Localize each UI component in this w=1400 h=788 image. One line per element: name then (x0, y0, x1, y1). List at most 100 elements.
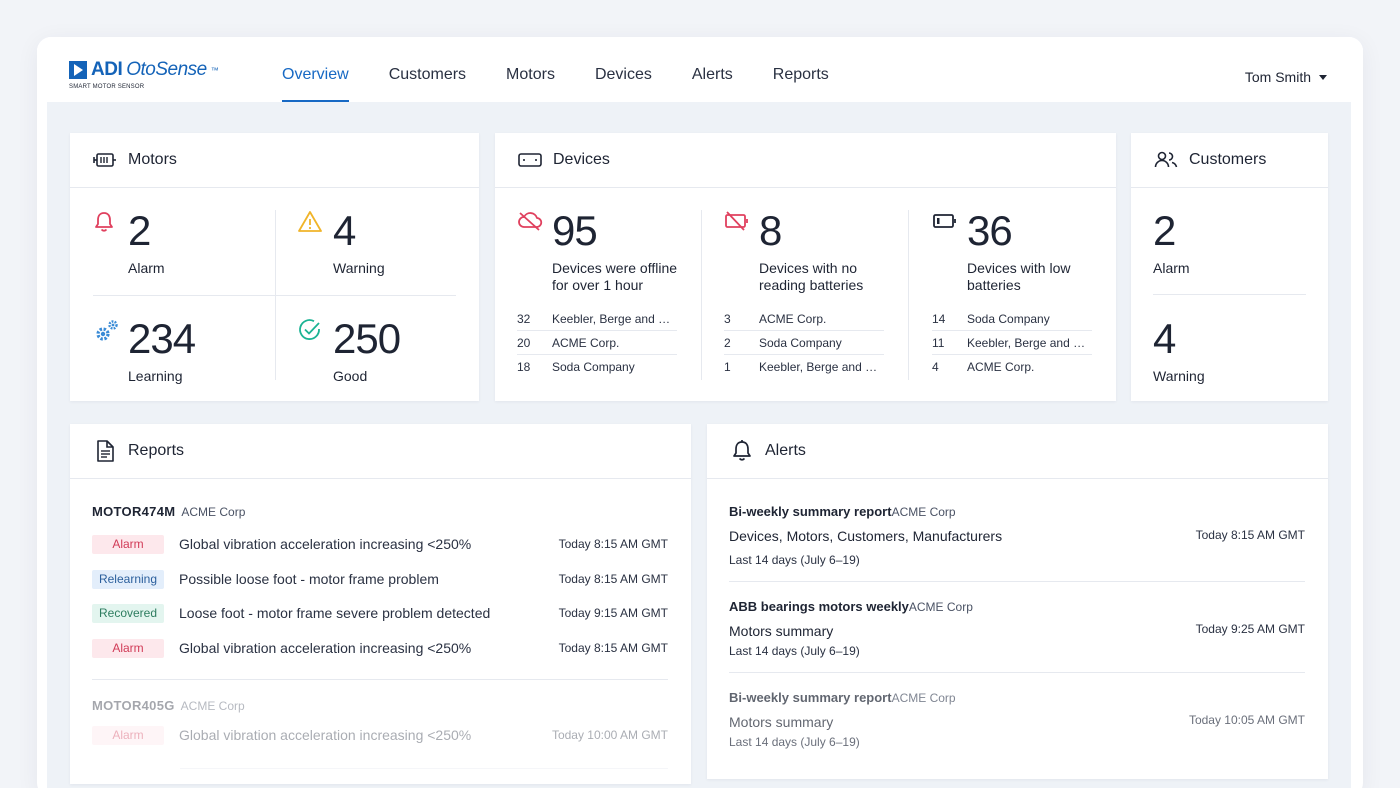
alert-title: Bi-weekly summary report (729, 504, 892, 519)
nav-overview[interactable]: Overview (282, 37, 349, 102)
nav-alerts[interactable]: Alerts (691, 66, 733, 83)
motors-card-title: Motors (128, 151, 177, 168)
alert-title: ABB bearings motors weekly (729, 599, 909, 614)
alert-range: Last 14 days (July 6–19) (729, 553, 860, 567)
row-company: ACME Corp. (967, 360, 1035, 374)
main-nav: Overview Customers Motors Devices Alerts… (282, 37, 869, 102)
customers-warning-label: Warning (1153, 368, 1205, 384)
motors-learning-stat[interactable]: 234 Learning (96, 315, 196, 384)
motors-good-count: 250 (333, 315, 401, 362)
customers-alarm-stat[interactable]: 2 Alarm (1153, 207, 1190, 277)
divider (729, 581, 1305, 582)
customers-alarm-count: 2 (1153, 207, 1176, 254)
devices-no-battery-list: 3 ACME Corp. 2 Soda Company 1 Keebler, Berg… (724, 307, 884, 379)
cloud-offline-icon (517, 210, 543, 234)
row-count: 4 (932, 360, 939, 374)
alert-subject: Motors summary (729, 714, 834, 730)
alert-item[interactable]: Bi-weekly summary reportACME Corp Motors… (729, 690, 1305, 749)
status-badge: Relearning (92, 569, 164, 589)
alert-range: Last 14 days (July 6–19) (729, 644, 860, 658)
list-item[interactable]: 2 Soda Company (724, 331, 884, 355)
alert-time: Today 8:15 AM GMT (1195, 528, 1305, 542)
report-time: Today 10:00 AM GMT (551, 728, 668, 742)
list-item[interactable]: 1 Keebler, Berge and O... (724, 355, 884, 379)
user-name: Tom Smith (1244, 69, 1311, 85)
alert-item[interactable]: Bi-weekly summary reportACME Corp Device… (729, 504, 1305, 567)
report-row[interactable]: Recovered Loose foot - motor frame sever… (92, 602, 668, 624)
reports-card-title: Reports (128, 442, 185, 459)
report-time: Today 9:15 AM GMT (558, 606, 668, 620)
customers-warning-stat[interactable]: 4 Warning (1153, 318, 1205, 385)
list-item[interactable]: 18 Soda Company (517, 355, 677, 379)
list-item[interactable]: 3 ACME Corp. (724, 307, 884, 331)
report-group: MOTOR405G ACME Corp Alarm Global vibratio… (92, 698, 668, 769)
devices-offline-stat[interactable]: 95 Devices were offline for over 1 hour (518, 207, 747, 294)
document-icon (92, 440, 118, 462)
devices-offline-list: 32 Keebler, Berge and O... 20 ACME Corp. 1… (517, 307, 677, 379)
bell-icon (729, 440, 755, 462)
nav-motors[interactable]: Motors (506, 66, 555, 83)
devices-low-battery-list: 14 Soda Company 11 Keebler, Berge and O...… (932, 307, 1092, 379)
devices-low-battery-stat[interactable]: 36 Devices with low batteries (933, 207, 1162, 294)
status-badge: Alarm (92, 638, 164, 658)
divider (180, 768, 668, 769)
motors-good-label: Good (333, 368, 368, 384)
report-row[interactable]: Alarm Global vibration acceleration incr… (92, 637, 668, 659)
motors-alarm-stat[interactable]: 2 Alarm (95, 207, 165, 276)
alert-item[interactable]: ABB bearings motors weeklyACME Corp Moto… (729, 599, 1305, 658)
customers-alarm-label: Alarm (1153, 260, 1190, 276)
list-item[interactable]: 4 ACME Corp. (932, 355, 1092, 379)
user-menu[interactable]: Tom Smith (1245, 69, 1327, 85)
row-count: 2 (724, 335, 731, 350)
motors-alarm-count: 2 (128, 207, 151, 254)
report-motor-title[interactable]: MOTOR405G ACME Corp (92, 698, 668, 713)
motors-learning-count: 234 (128, 315, 196, 362)
devices-card-title: Devices (553, 151, 610, 168)
list-item[interactable]: 20 ACME Corp. (517, 331, 677, 355)
motors-card: Motors 2 Alarm 4 Warning 234 Learning 25… (70, 133, 479, 401)
customers-card: Customers 2 Alarm 4 Warning (1131, 133, 1328, 401)
alert-subject: Motors summary (729, 623, 834, 639)
list-item[interactable]: 14 Soda Company (932, 307, 1092, 331)
report-text: Global vibration acceleration increasing… (179, 727, 472, 743)
devices-card: Devices 95 Devices were offline for over… (495, 133, 1116, 401)
row-count: 3 (724, 311, 731, 326)
row-company: Soda Company (967, 311, 1050, 326)
devices-no-battery-stat[interactable]: 8 Devices with no reading batteries (725, 207, 954, 294)
company-name: ACME Corp (181, 505, 246, 519)
status-badge: Alarm (92, 725, 164, 745)
row-count: 11 (932, 335, 945, 350)
nav-customers[interactable]: Customers (388, 66, 467, 83)
brand-trademark: ™ (210, 65, 219, 75)
alerts-card: Alerts Bi-weekly summary reportACME Corp… (707, 424, 1328, 779)
report-row[interactable]: Alarm Global vibration acceleration incr… (92, 724, 668, 746)
list-item[interactable]: 32 Keebler, Berge and O... (517, 307, 677, 331)
report-motor-title[interactable]: MOTOR474M ACME Corp (92, 504, 668, 519)
battery-off-icon (724, 210, 748, 234)
report-time: Today 8:15 AM GMT (558, 537, 668, 551)
report-row[interactable]: Alarm Global vibration acceleration incr… (92, 533, 668, 555)
devices-low-battery-count: 36 (967, 207, 1013, 254)
motors-warning-label: Warning (333, 260, 385, 276)
reports-card: Reports MOTOR474M ACME Corp Alarm Global … (70, 424, 691, 784)
row-count: 18 (517, 360, 531, 374)
motors-good-stat[interactable]: 250 Good (299, 315, 401, 384)
bell-icon (93, 210, 117, 234)
divider (93, 295, 456, 296)
brand-logo[interactable]: ADI OtoSense ™ SMART MOTOR SENSOR (69, 59, 219, 90)
devices-no-battery-count: 8 (759, 207, 782, 254)
nav-devices[interactable]: Devices (594, 66, 652, 83)
devices-offline-count: 95 (552, 207, 598, 254)
alert-title-line: ABB bearings motors weeklyACME Corp (729, 599, 1305, 614)
motors-warning-stat[interactable]: 4 Warning (298, 210, 385, 276)
brand-tagline: SMART MOTOR SENSOR (69, 84, 145, 90)
divider (701, 210, 702, 380)
motors-alarm-label: Alarm (128, 260, 165, 276)
divider (729, 672, 1305, 673)
report-row[interactable]: Relearning Possible loose foot - motor f… (92, 568, 668, 590)
users-icon (1153, 149, 1179, 171)
nav-reports[interactable]: Reports (772, 66, 829, 83)
list-item[interactable]: 11 Keebler, Berge and O... (932, 331, 1092, 355)
company-name: ACME Corp (891, 505, 956, 519)
row-count: 32 (517, 311, 531, 326)
